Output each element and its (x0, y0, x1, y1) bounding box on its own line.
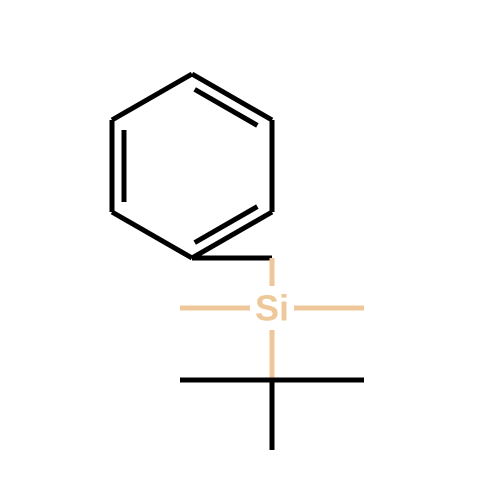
silicon-atom-label: Si (255, 288, 289, 329)
chemical-structure: Si (0, 0, 500, 500)
